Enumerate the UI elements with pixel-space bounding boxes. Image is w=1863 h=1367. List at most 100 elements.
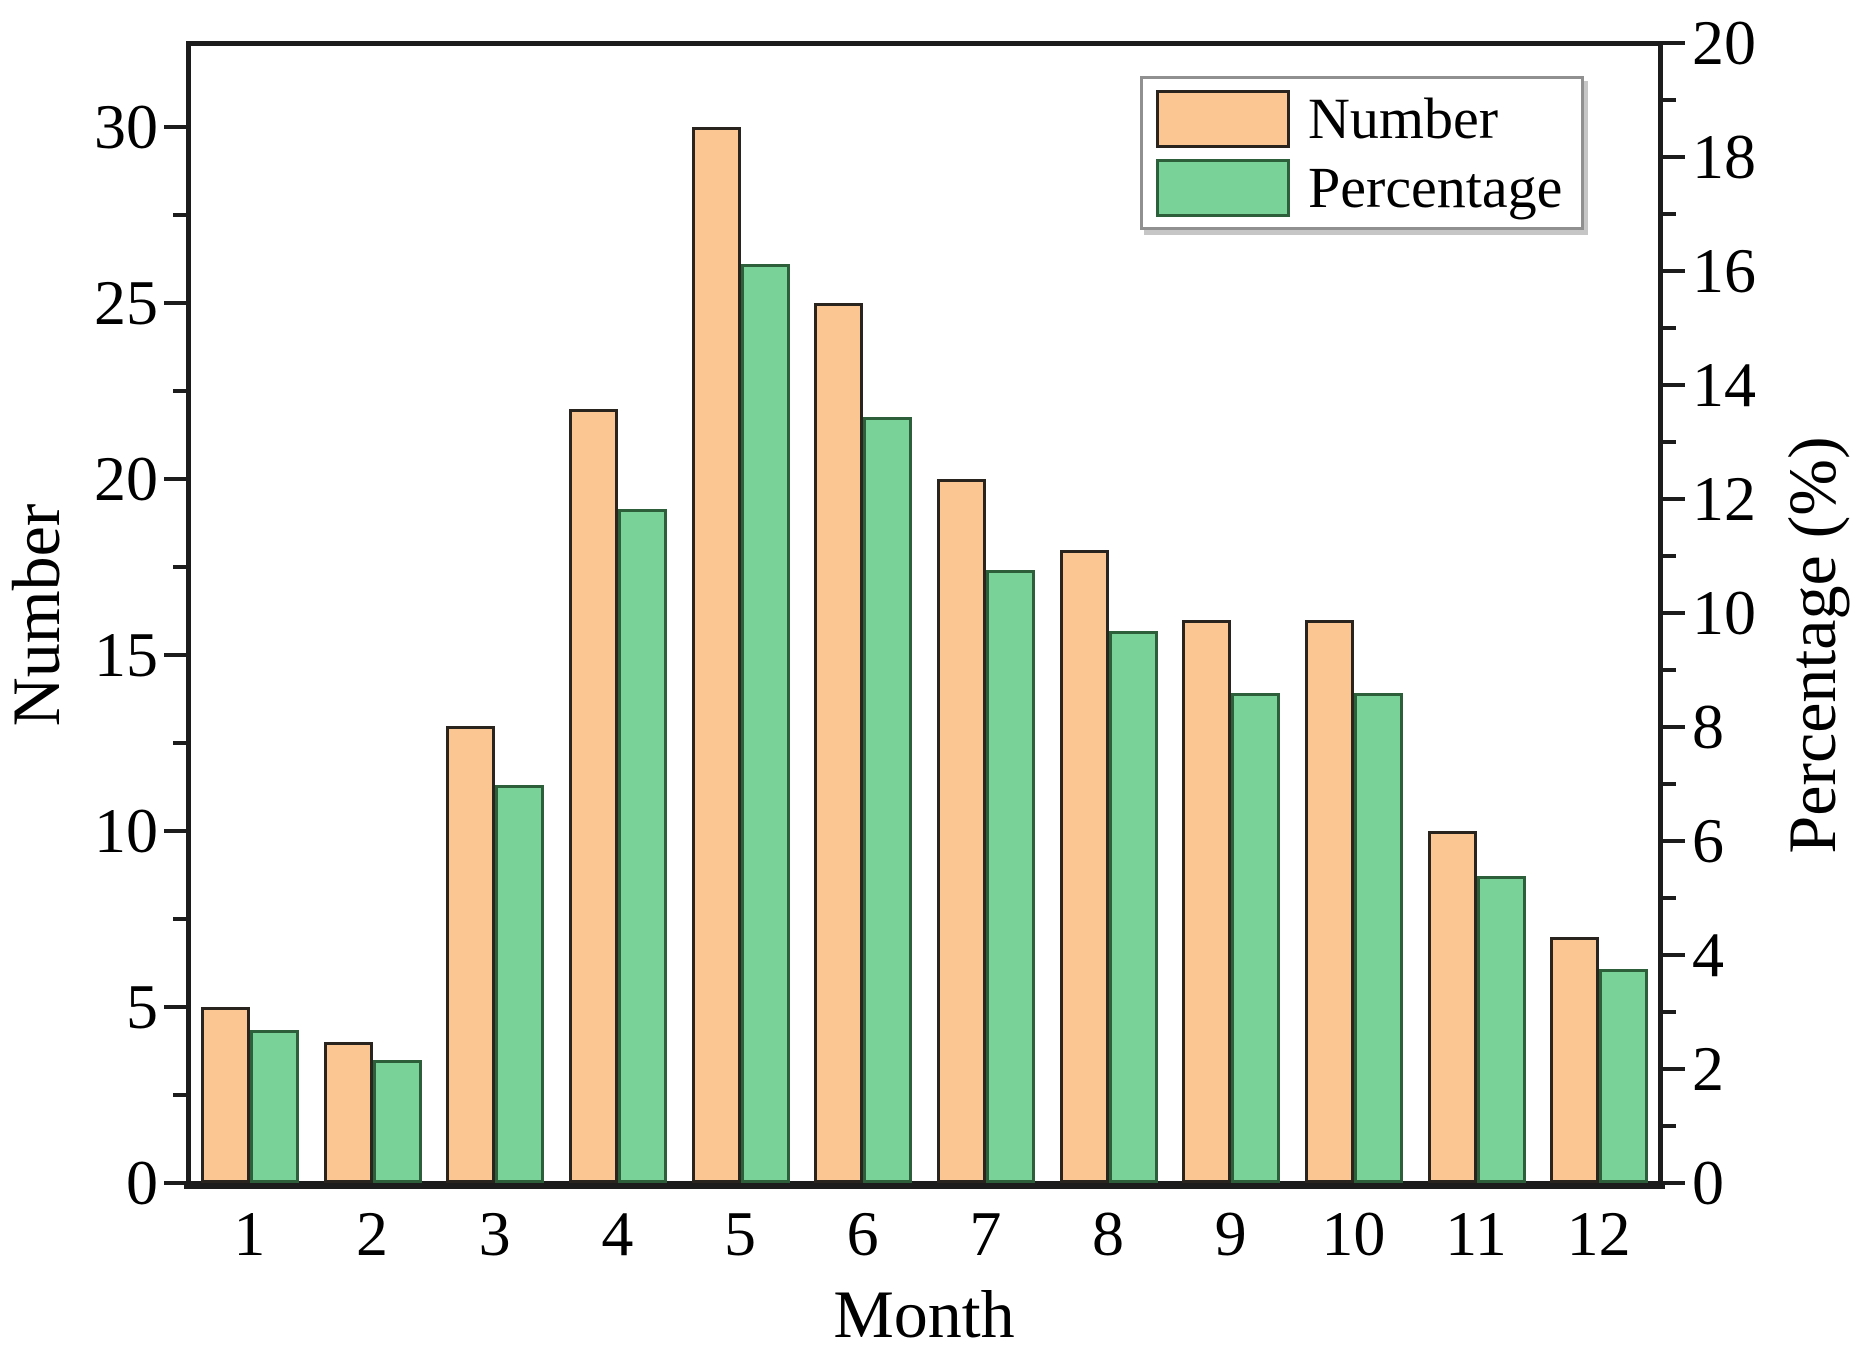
x-tick-label-6: 6 [846, 1198, 879, 1269]
bar-percentage-month-8 [1108, 631, 1158, 1183]
bar-percentage-month-4 [618, 508, 667, 1183]
minor-tick [1663, 98, 1676, 102]
minor-tick [1663, 326, 1676, 330]
legend-entry-number: Number [1156, 85, 1581, 151]
major-tick [1663, 611, 1685, 615]
right-tick-label-18: 18 [1692, 121, 1756, 192]
bar-percentage-month-10 [1354, 692, 1403, 1183]
x-tick-label-9: 9 [1214, 1198, 1247, 1269]
minor-tick [173, 917, 186, 922]
right-tick-label-10: 10 [1692, 577, 1756, 648]
x-tick-label-10: 10 [1321, 1198, 1386, 1269]
minor-tick [173, 213, 186, 218]
right-tick-label-6: 6 [1692, 805, 1724, 876]
right-tick-label-4: 4 [1692, 919, 1724, 990]
right-tick-label-2: 2 [1692, 1033, 1724, 1104]
left-tick-label-30: 30 [94, 91, 158, 163]
left-tick-label-5: 5 [126, 971, 158, 1043]
bar-percentage-month-2 [372, 1060, 422, 1183]
bar-number-month-8 [1059, 549, 1109, 1183]
left-tick-label-0: 0 [126, 1147, 158, 1218]
bar-number-month-11 [1427, 831, 1477, 1183]
major-tick [1663, 953, 1685, 957]
minor-tick [1663, 212, 1676, 216]
major-tick [164, 653, 186, 658]
bottom-spine [184, 1181, 1665, 1189]
major-tick [1663, 1067, 1685, 1071]
major-tick [164, 301, 186, 306]
bar-percentage-month-7 [986, 570, 1035, 1183]
top-spine [186, 41, 1663, 46]
x-tick-label-1: 1 [233, 1198, 266, 1269]
bar-number-month-3 [446, 725, 496, 1183]
major-tick [1663, 497, 1685, 501]
left-axis-title: Number [0, 503, 74, 727]
minor-tick [173, 389, 186, 394]
bar-percentage-month-12 [1599, 968, 1649, 1183]
major-tick [1663, 383, 1685, 387]
major-tick [164, 477, 186, 482]
major-tick [164, 1005, 186, 1010]
right-axis-title: Percentage (%) [1774, 436, 1850, 854]
x-tick-label-4: 4 [601, 1198, 634, 1269]
minor-tick [173, 741, 186, 746]
x-tick-label-11: 11 [1445, 1198, 1507, 1269]
right-tick-label-0: 0 [1692, 1147, 1724, 1218]
major-tick [1663, 155, 1685, 159]
major-tick [1663, 1181, 1685, 1185]
right-tick-label-8: 8 [1692, 691, 1724, 762]
x-tick-label-8: 8 [1091, 1198, 1124, 1269]
major-tick [1663, 725, 1685, 729]
number-swatch-icon [1156, 89, 1290, 148]
major-tick [164, 125, 186, 130]
minor-tick [1663, 1124, 1676, 1128]
legend-label-number: Number [1308, 85, 1499, 151]
minor-tick [1663, 896, 1676, 900]
minor-tick [173, 1093, 186, 1098]
right-tick-label-20: 20 [1692, 7, 1756, 78]
legend-entry-percentage: Percentage [1156, 154, 1581, 220]
left-tick-label-25: 25 [94, 267, 158, 339]
minor-tick [1663, 440, 1676, 444]
bar-number-month-2 [323, 1042, 373, 1183]
right-tick-label-12: 12 [1692, 463, 1756, 534]
x-tick-label-7: 7 [969, 1198, 1002, 1269]
bar-number-month-10 [1305, 620, 1354, 1183]
bar-percentage-month-5 [740, 263, 790, 1183]
bar-number-month-1 [201, 1007, 250, 1183]
legend-label-percentage: Percentage [1308, 154, 1563, 220]
legend: Number Percentage [1140, 76, 1584, 230]
plot-area [188, 43, 1660, 1183]
bar-number-month-4 [569, 408, 618, 1183]
bar-number-month-7 [937, 479, 986, 1183]
left-spine [186, 41, 191, 1188]
minor-tick [1663, 668, 1676, 672]
x-tick-label-12: 12 [1566, 1198, 1631, 1269]
bar-number-month-9 [1182, 620, 1232, 1183]
major-tick [1663, 269, 1685, 273]
major-tick [164, 829, 186, 834]
bar-percentage-month-11 [1476, 876, 1526, 1183]
bar-number-month-5 [691, 127, 741, 1183]
bar-number-month-12 [1550, 936, 1600, 1183]
major-tick [1663, 839, 1685, 843]
x-axis-title: Month [833, 1276, 1015, 1352]
bar-number-month-6 [814, 303, 864, 1183]
x-tick-label-5: 5 [723, 1198, 756, 1269]
minor-tick [173, 565, 186, 570]
left-tick-label-10: 10 [94, 795, 158, 867]
right-spine [1658, 41, 1663, 1188]
bar-percentage-month-3 [495, 784, 545, 1183]
right-tick-label-14: 14 [1692, 349, 1756, 420]
bar-percentage-month-6 [863, 416, 913, 1183]
major-tick [164, 1181, 186, 1185]
x-tick-label-2: 2 [355, 1198, 388, 1269]
minor-tick [1663, 1010, 1676, 1014]
major-tick [1663, 41, 1685, 45]
bar-percentage-month-1 [250, 1029, 299, 1183]
minor-tick [1663, 554, 1676, 558]
percentage-swatch-icon [1156, 158, 1290, 217]
bar-percentage-month-9 [1231, 692, 1281, 1183]
right-tick-label-16: 16 [1692, 235, 1756, 306]
